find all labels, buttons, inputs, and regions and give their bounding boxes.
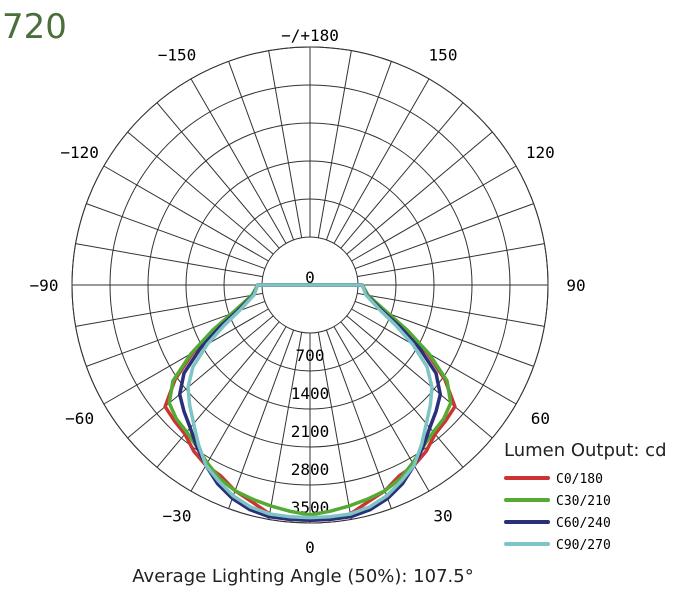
spoke-line <box>103 165 269 262</box>
spoke-line <box>325 61 392 241</box>
spoke-line <box>228 329 295 509</box>
angle-tick-label: −90 <box>30 276 59 295</box>
angle-tick-label: 60 <box>531 409 550 428</box>
spoke-line <box>357 292 545 327</box>
angle-tick-label: −120 <box>60 143 99 162</box>
spoke-line <box>317 332 352 520</box>
angle-tick-label: −150 <box>158 46 197 65</box>
spoke-line <box>127 131 274 255</box>
spoke-line <box>357 243 545 278</box>
spoke-line <box>346 315 493 439</box>
spoke-line <box>340 102 464 249</box>
spoke-line <box>351 308 517 405</box>
spoke-line <box>346 131 493 255</box>
series-curve <box>186 283 434 520</box>
angle-tick-label: −60 <box>65 409 94 428</box>
spoke-line <box>325 329 392 509</box>
angle-tick-label: 0 <box>305 538 315 557</box>
spoke-line <box>127 315 274 439</box>
angle-tick-label: 90 <box>566 276 585 295</box>
legend-label: C0/180 <box>556 472 603 487</box>
radial-tick-label: 1400 <box>291 384 330 403</box>
angle-tick-labels: 0 30 −30 60 −60 90 −90 120 −120 150 −150 −/+180 <box>30 26 586 557</box>
series-curves <box>163 283 457 523</box>
legend-label: C60/240 <box>556 516 611 531</box>
spoke-line <box>156 321 280 468</box>
spoke-line <box>351 165 517 262</box>
radial-tick-label: 2800 <box>291 460 330 479</box>
spoke-line <box>75 292 263 327</box>
polar-grid <box>71 46 549 524</box>
corner-label: 720 <box>2 7 67 47</box>
spoke-line <box>86 203 266 270</box>
spoke-line <box>268 332 303 520</box>
spoke-line <box>268 50 303 238</box>
series-curve <box>167 283 453 517</box>
spoke-line <box>228 61 295 241</box>
radial-tick-label: 700 <box>296 346 325 365</box>
legend-label: C90/270 <box>556 538 611 553</box>
spoke-line <box>156 102 280 249</box>
average-angle-caption: Average Lighting Angle (50%): 107.5° <box>132 566 474 587</box>
legend: C0/180 C30/210 C60/240 C90/270 <box>504 472 611 553</box>
angle-tick-label: 120 <box>526 143 555 162</box>
legend-title: Lumen Output: cd <box>504 440 667 461</box>
angle-tick-label: −30 <box>163 506 192 525</box>
radial-tick-label: 2100 <box>291 422 330 441</box>
spoke-line <box>354 203 534 270</box>
angle-tick-label: 150 <box>429 46 458 65</box>
series-curve <box>177 283 443 523</box>
spoke-line <box>190 78 287 244</box>
radial-tick-label: 0 <box>305 268 315 287</box>
spoke-line <box>75 243 263 278</box>
legend-label: C30/210 <box>556 494 611 509</box>
spoke-line <box>103 308 269 405</box>
angle-tick-label: 30 <box>433 506 452 525</box>
spoke-line <box>333 78 430 244</box>
spoke-line <box>340 321 464 468</box>
angle-tick-label: −/+180 <box>281 26 339 45</box>
spoke-line <box>317 50 352 238</box>
